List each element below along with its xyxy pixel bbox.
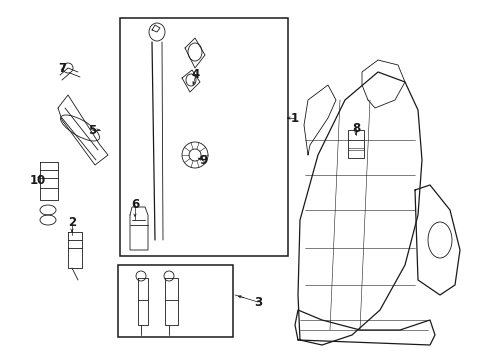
Text: 2: 2 — [68, 216, 76, 229]
Bar — [120, 18, 287, 256]
Text: 5: 5 — [88, 123, 96, 136]
Text: 3: 3 — [253, 296, 262, 309]
Text: 8: 8 — [351, 122, 359, 135]
Text: 4: 4 — [191, 68, 200, 81]
Text: 6: 6 — [131, 198, 139, 211]
Text: 7: 7 — [58, 62, 66, 75]
Text: 1: 1 — [290, 112, 299, 125]
Text: 9: 9 — [199, 153, 207, 166]
Text: 10: 10 — [30, 174, 46, 186]
Bar — [118, 265, 232, 337]
Bar — [347, 130, 363, 158]
